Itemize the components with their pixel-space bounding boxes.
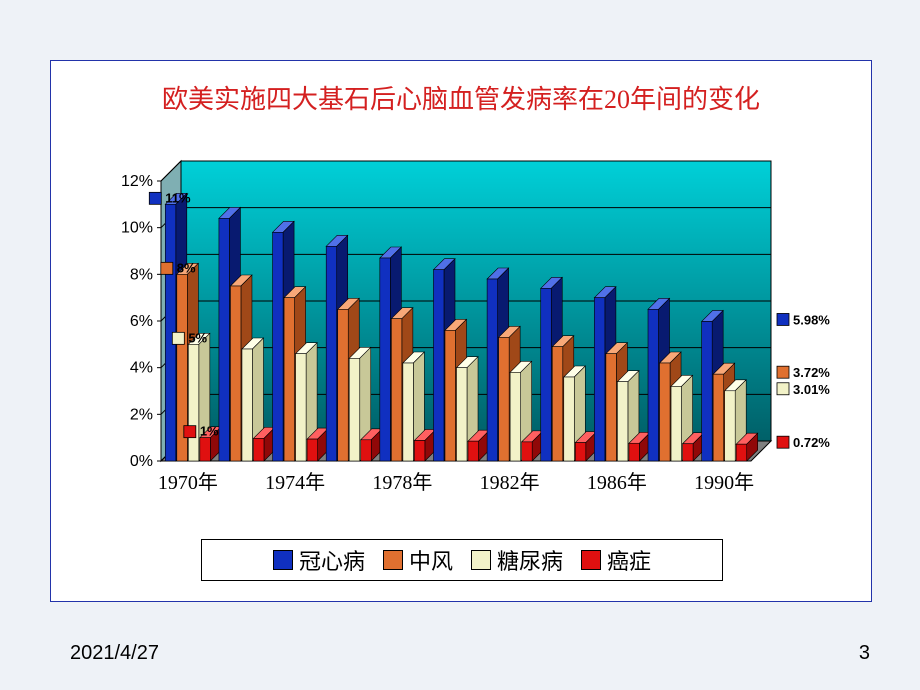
svg-text:0.72%: 0.72% (793, 435, 830, 450)
svg-text:1974年: 1974年 (265, 471, 325, 494)
svg-text:1990年: 1990年 (694, 471, 754, 494)
svg-text:5%: 5% (188, 330, 207, 345)
svg-text:8%: 8% (177, 260, 196, 275)
svg-text:1978年: 1978年 (372, 471, 432, 494)
legend-swatch (383, 550, 403, 570)
svg-text:11%: 11% (165, 190, 191, 205)
svg-text:2%: 2% (130, 406, 153, 423)
footer-date: 2021/4/27 (70, 642, 159, 665)
svg-text:1986年: 1986年 (587, 471, 647, 494)
legend-swatch (581, 550, 601, 570)
svg-text:1%: 1% (200, 424, 219, 439)
svg-text:1982年: 1982年 (480, 471, 540, 494)
legend-item: 中风 (383, 544, 453, 576)
svg-text:1970年: 1970年 (158, 471, 218, 494)
legend-label: 癌症 (607, 544, 651, 576)
legend-label: 中风 (409, 544, 453, 576)
chart-title: 欧美实施四大基石后心脑血管发病率在20年间的变化 (51, 79, 871, 116)
legend-swatch (273, 550, 293, 570)
legend-item: 糖尿病 (471, 544, 563, 576)
chart-frame: 欧美实施四大基石后心脑血管发病率在20年间的变化 0% 2% 4% 6% 8% 10% 12… (50, 60, 872, 602)
legend-item: 冠心病 (273, 544, 365, 576)
legend-item: 癌症 (581, 544, 651, 576)
svg-text:5.98%: 5.98% (793, 312, 830, 327)
svg-text:3.01%: 3.01% (793, 382, 830, 397)
svg-text:12%: 12% (121, 173, 153, 190)
svg-text:10%: 10% (121, 220, 153, 237)
slide: 欧美实施四大基石后心脑血管发病率在20年间的变化 0% 2% 4% 6% 8% 10% 12… (0, 0, 920, 690)
chart-legend: 冠心病 中风 糖尿病 癌症 (201, 539, 723, 581)
chart-plot: 0% 2% 4% 6% 8% 10% 12% 11% 8% 5% 1% 5.98% 3.72% 3.01%… (111, 151, 831, 481)
svg-text:0%: 0% (130, 453, 153, 470)
svg-text:4%: 4% (130, 360, 153, 377)
legend-swatch (471, 550, 491, 570)
legend-label: 糖尿病 (497, 544, 563, 576)
svg-text:6%: 6% (130, 313, 153, 330)
svg-text:3.72%: 3.72% (793, 365, 830, 380)
footer-page-number: 3 (859, 642, 870, 665)
svg-text:8%: 8% (130, 266, 153, 283)
legend-label: 冠心病 (299, 544, 365, 576)
